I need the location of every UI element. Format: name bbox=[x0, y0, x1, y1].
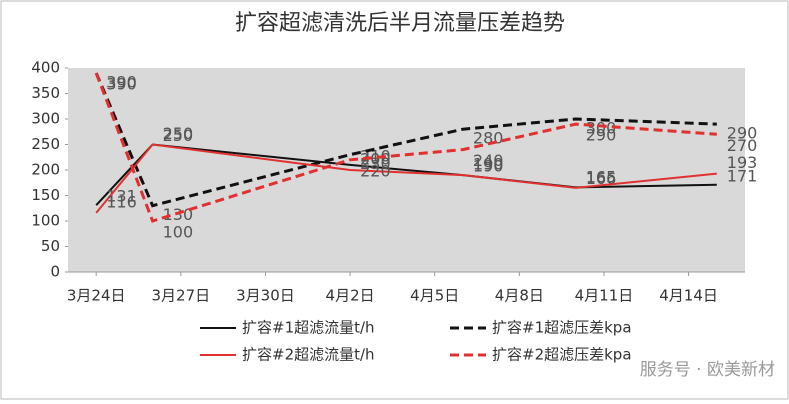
watermark: 服务号 · 欧美新材 bbox=[640, 360, 775, 380]
data-label: 300 bbox=[586, 119, 617, 138]
data-label: 190 bbox=[473, 155, 504, 174]
x-tick-label: 3月24日 bbox=[67, 287, 126, 305]
data-label: 220 bbox=[360, 161, 391, 180]
y-tick-label: 400 bbox=[31, 59, 60, 77]
y-tick-label: 50 bbox=[41, 237, 60, 255]
series-line bbox=[94, 72, 717, 223]
chart-title: 扩容超滤清洗后半月流量压差趋势 bbox=[235, 11, 565, 36]
x-tick-label: 3月27日 bbox=[152, 287, 211, 305]
x-tick-label: 3月30日 bbox=[236, 287, 295, 305]
data-label: 116 bbox=[106, 192, 137, 211]
series-line bbox=[94, 72, 717, 208]
y-tick-label: 200 bbox=[31, 161, 60, 179]
x-tick-label: 4月8日 bbox=[495, 287, 544, 305]
data-label: 165 bbox=[586, 167, 617, 186]
y-tick-label: 250 bbox=[31, 135, 60, 153]
x-tick-label: 4月2日 bbox=[326, 287, 375, 305]
data-label: 100 bbox=[163, 223, 194, 242]
y-tick-label: 300 bbox=[31, 110, 60, 128]
y-tick-label: 100 bbox=[31, 212, 60, 230]
data-label: 250 bbox=[163, 124, 194, 143]
data-label: 190 bbox=[473, 157, 504, 176]
series-line bbox=[95, 143, 717, 214]
data-label: 390 bbox=[106, 73, 137, 92]
data-label: 240 bbox=[473, 151, 504, 170]
data-label: 166 bbox=[586, 169, 617, 188]
y-tick-label: 0 bbox=[50, 263, 60, 281]
legend-label: 扩容#1超滤流量t/h bbox=[242, 319, 375, 337]
x-tick-label: 4月5日 bbox=[410, 287, 459, 305]
x-tick-label: 4月14日 bbox=[659, 287, 718, 305]
data-label: 200 bbox=[360, 150, 391, 169]
data-label: 390 bbox=[106, 75, 137, 94]
x-tick-label: 4月11日 bbox=[575, 287, 634, 305]
data-label: 171 bbox=[727, 166, 758, 185]
legend-label: 扩容#2超滤流量t/h bbox=[242, 346, 375, 364]
y-tick-label: 150 bbox=[31, 186, 60, 204]
data-label: 290 bbox=[586, 126, 617, 145]
y-tick-label: 350 bbox=[31, 84, 60, 102]
data-label: 193 bbox=[727, 153, 758, 172]
data-label: 290 bbox=[727, 124, 758, 143]
data-label: 270 bbox=[727, 136, 758, 155]
data-label: 250 bbox=[163, 126, 194, 145]
legend-label: 扩容#2超滤压差kpa bbox=[492, 346, 632, 364]
legend-label: 扩容#1超滤压差kpa bbox=[492, 319, 632, 337]
